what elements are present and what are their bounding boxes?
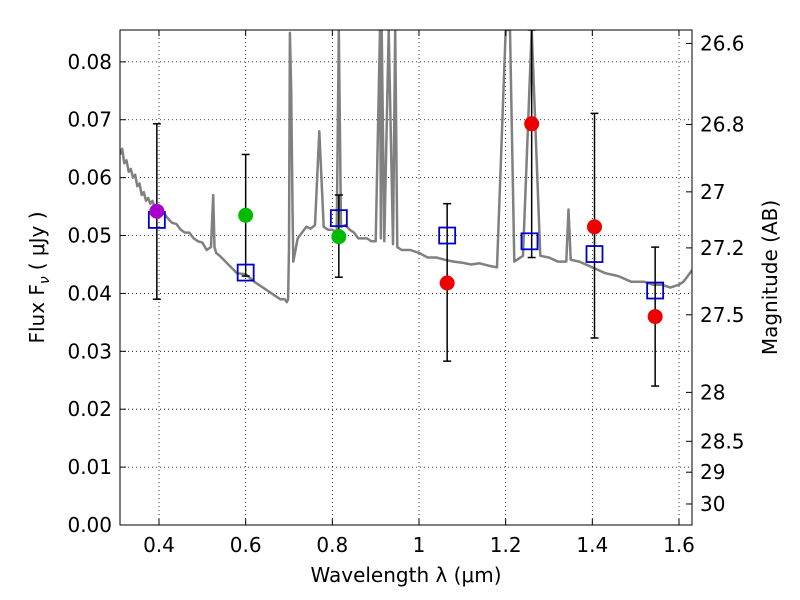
y-tick-label: 0.08 [67, 50, 112, 74]
measured-flux-point [524, 116, 540, 132]
mag-tick-label: 30 [700, 492, 725, 516]
sed-model-line [120, 30, 692, 304]
y-tick-label: 0.04 [67, 281, 112, 305]
x-tick-label: 0.4 [143, 533, 175, 557]
mag-tick-label: 26.8 [700, 112, 745, 136]
measured-flux-point [439, 275, 455, 291]
x-tick-label: 1 [413, 533, 426, 557]
mag-tick-label: 29 [700, 460, 725, 484]
measured-flux-point [331, 229, 347, 245]
model-photometry-point [585, 245, 604, 263]
right-axis-label: Magnitude (AB) [758, 200, 782, 355]
y-axis-label-main: Flux F [25, 284, 49, 343]
measured-flux-point [238, 207, 254, 223]
x-tick-label: 0.8 [316, 533, 348, 557]
model-photometry-markers [147, 209, 665, 300]
y-tick-label: 0.03 [67, 339, 112, 363]
mag-tick-label: 27.5 [700, 303, 745, 327]
x-axis-label: Wavelength λ (μm) [310, 563, 501, 587]
measured-flux-point [587, 219, 602, 235]
model-photometry-point [329, 209, 348, 228]
x-tick-label: 0.6 [230, 533, 262, 557]
mag-tick-label: 26.6 [700, 31, 745, 55]
measured-flux-point [149, 203, 165, 219]
axis-ticks: 0.4 0.6 0.8 1 1.2 1.4 1.6 0.00 0.01 0.02 0.03 0.04 0… [67, 30, 745, 557]
y-axis-label-unit: ( μJy ) [25, 211, 49, 270]
y-tick-label: 0.01 [67, 455, 112, 479]
sed-model-layer [120, 30, 692, 304]
y-axis-label: Flux Fν ( μJy ) [25, 211, 53, 343]
mag-tick-label: 28.5 [700, 429, 745, 453]
x-tick-label: 1.4 [576, 533, 608, 557]
model-photometry-point [438, 226, 457, 245]
x-tick-label: 1.2 [490, 533, 522, 557]
y-tick-label: 0.05 [67, 224, 112, 248]
error-bars [152, 30, 660, 387]
plot-frame [119, 29, 693, 526]
y-tick-label: 0.07 [67, 108, 112, 132]
measured-flux-markers [149, 116, 663, 325]
mag-tick-label: 27 [700, 180, 725, 204]
y-tick-label: 0.02 [67, 397, 112, 421]
measured-flux-point [647, 309, 663, 325]
y-axis-label-subscript: ν [37, 276, 53, 284]
y-tick-label: 0.00 [67, 513, 112, 537]
model-photometry-point [646, 281, 665, 300]
y-tick-label: 0.06 [67, 166, 112, 190]
grid [120, 30, 692, 525]
x-tick-label: 1.6 [663, 533, 695, 557]
model-photometry-point [520, 232, 539, 251]
mag-tick-label: 28 [700, 380, 725, 404]
model-photometry-point [236, 263, 255, 282]
mag-tick-label: 27.2 [700, 236, 745, 260]
